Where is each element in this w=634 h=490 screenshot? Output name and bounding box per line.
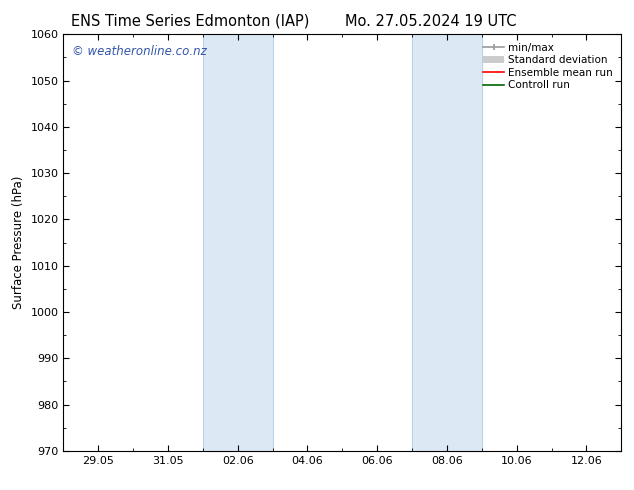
Y-axis label: Surface Pressure (hPa): Surface Pressure (hPa)	[12, 176, 25, 309]
Text: Mo. 27.05.2024 19 UTC: Mo. 27.05.2024 19 UTC	[346, 14, 517, 29]
Bar	[203, 34, 273, 451]
Text: © weatheronline.co.nz: © weatheronline.co.nz	[72, 45, 207, 58]
Text: ENS Time Series Edmonton (IAP): ENS Time Series Edmonton (IAP)	[71, 14, 309, 29]
Bar	[412, 34, 482, 451]
Legend: min/max, Standard deviation, Ensemble mean run, Controll run: min/max, Standard deviation, Ensemble me…	[480, 40, 616, 94]
